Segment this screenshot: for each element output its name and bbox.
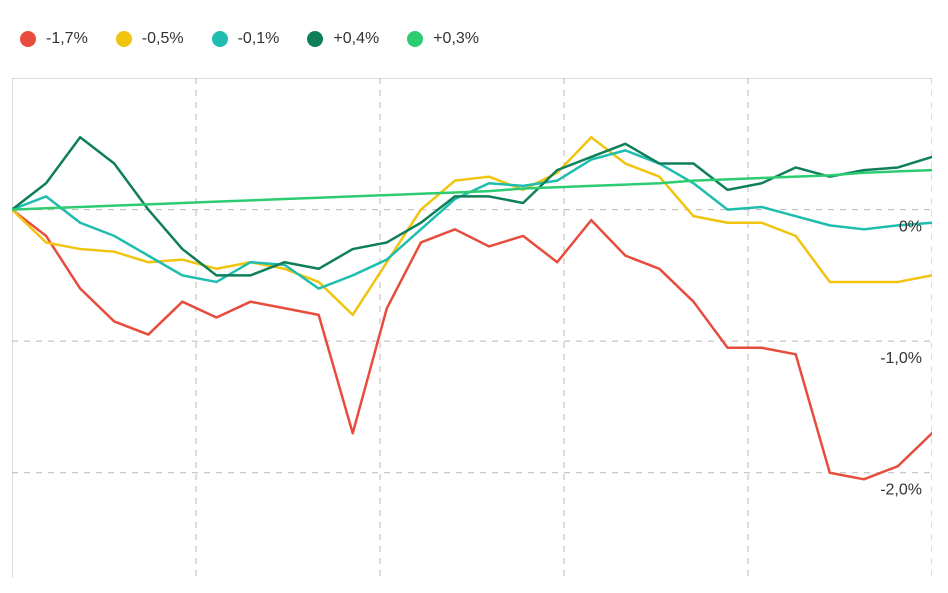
legend-dot-icon: [212, 31, 228, 47]
series-darkgreen: [12, 137, 932, 275]
legend-item-1: -0,5%: [116, 30, 184, 48]
legend-dot-icon: [307, 31, 323, 47]
legend-item-4: +0,3%: [407, 30, 479, 48]
legend-item-3: +0,4%: [307, 30, 379, 48]
legend-dot-icon: [407, 31, 423, 47]
legend-label: -1,7%: [46, 30, 88, 48]
legend-label: -0,1%: [238, 30, 280, 48]
series-cyan: [12, 150, 932, 288]
series-red: [12, 210, 932, 480]
legend: -1,7% -0,5% -0,1% +0,4% +0,3%: [20, 30, 479, 48]
legend-dot-icon: [20, 31, 36, 47]
legend-dot-icon: [116, 31, 132, 47]
chart-area: 0% -1,0% -2,0%: [12, 78, 932, 578]
legend-item-2: -0,1%: [212, 30, 280, 48]
legend-label: +0,4%: [333, 30, 379, 48]
legend-label: +0,3%: [433, 30, 479, 48]
y-axis-label: -1,0%: [880, 350, 922, 367]
line-chart: 0% -1,0% -2,0%: [12, 78, 932, 578]
y-axis-label: -2,0%: [880, 482, 922, 499]
legend-item-0: -1,7%: [20, 30, 88, 48]
y-axis-label: 0%: [899, 219, 922, 236]
legend-label: -0,5%: [142, 30, 184, 48]
series-yellow: [12, 137, 932, 315]
